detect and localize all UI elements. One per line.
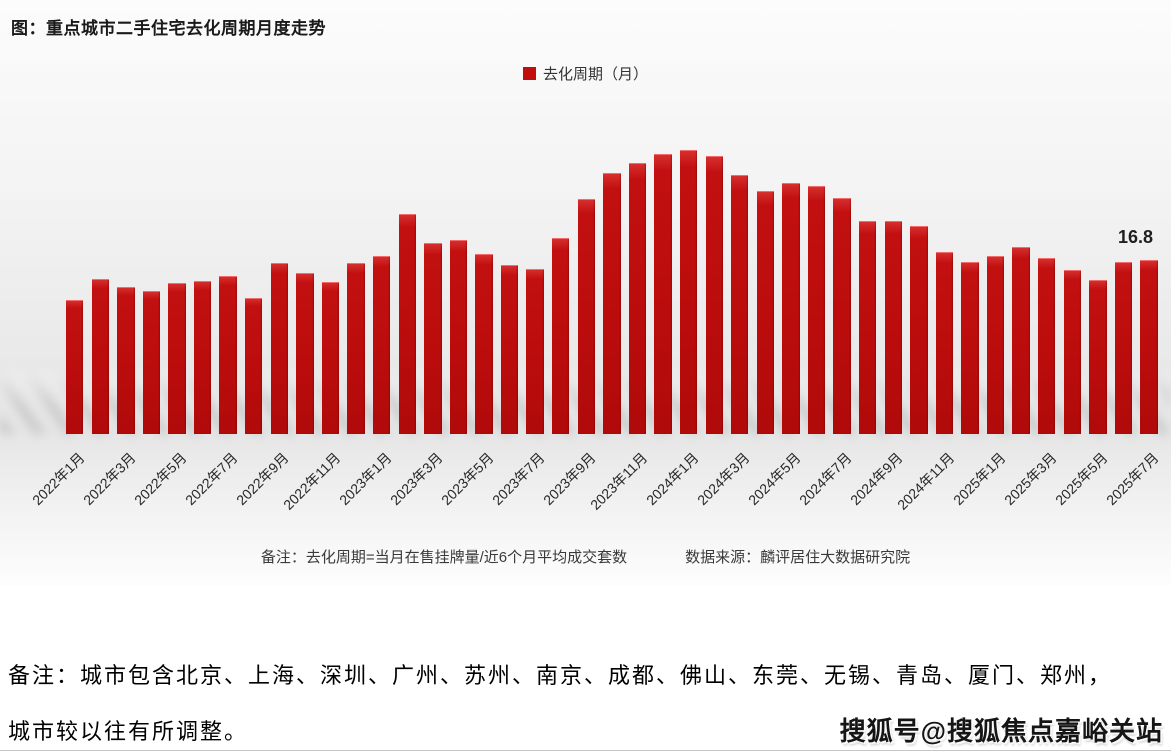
x-axis-label: 2024年5月 xyxy=(745,449,804,509)
last-value-label: 16.8 xyxy=(1118,227,1154,247)
bar-2024年1月 xyxy=(679,150,698,434)
bar-2022年8月 xyxy=(245,298,263,434)
bar-2022年12月 xyxy=(347,263,365,434)
bar-2024年9月 xyxy=(884,220,902,434)
note-definition: 备注：去化周期=当月在售挂牌量/近6个月平均成交套数 xyxy=(260,549,628,566)
bar-2024年8月 xyxy=(859,220,877,434)
bar-2022年2月 xyxy=(91,278,109,434)
x-axis-label: 2023年3月 xyxy=(386,449,446,509)
bar-2024年12月 xyxy=(961,262,979,434)
bar-2022年1月 xyxy=(66,300,84,434)
bar-2025年5月 xyxy=(1089,279,1107,434)
bar-2023年8月 xyxy=(552,238,570,434)
bar-2022年11月 xyxy=(321,281,340,434)
bar-2024年10月 xyxy=(910,225,928,434)
x-axis-label: 2023年7月 xyxy=(489,449,548,509)
bar-2022年10月 xyxy=(296,273,314,434)
chart-panel: 图：重点城市二手住宅去化周期月度走势 去化周期（月） 2022年1月 2022年3… xyxy=(0,0,1171,585)
x-axis-label: 2024年1月 xyxy=(642,449,702,509)
bar-2022年3月 xyxy=(117,286,135,434)
chart-notes: 备注：去化周期=当月在售挂牌量/近6个月平均成交套数 数据来源：麟评居住大数据研… xyxy=(0,546,1171,567)
bar-2024年11月 xyxy=(935,251,954,434)
bar-2022年5月 xyxy=(168,282,186,434)
bar-2023年3月 xyxy=(424,243,442,434)
bar-2024年2月 xyxy=(705,156,723,434)
bar-2025年3月 xyxy=(1038,257,1056,434)
note-source: 数据来源：麟评居住大数据研究院 xyxy=(685,549,911,566)
bar-2025年7月 xyxy=(1140,260,1158,434)
bar-2023年2月 xyxy=(398,214,416,434)
bar-2024年6月 xyxy=(807,186,826,434)
x-axis-label: 2023年5月 xyxy=(438,449,497,509)
chart-title: 图：重点城市二手住宅去化周期月度走势 xyxy=(11,19,326,38)
footnote-line-2: 城市较以往有所调整。 xyxy=(8,719,249,744)
bar-2023年7月 xyxy=(526,269,544,434)
x-axis-label: 2025年5月 xyxy=(1052,449,1111,509)
x-axis-label: 2025年3月 xyxy=(1000,449,1060,509)
bar-2024年3月 xyxy=(731,175,749,434)
bar-2025年4月 xyxy=(1063,270,1082,434)
watermark: 搜狐号@搜狐焦点嘉峪关站 xyxy=(839,716,1163,746)
legend-swatch-icon xyxy=(522,67,536,80)
bar-2022年7月 xyxy=(219,275,237,434)
footnote-line-1: 备注：城市包含北京、上海、深圳、广州、苏州、南京、成都、佛山、东莞、无锡、青岛、… xyxy=(8,663,1113,688)
bar-2023年12月 xyxy=(654,154,672,434)
x-axis-label: 2022年3月 xyxy=(79,449,139,509)
bar-2022年4月 xyxy=(142,291,161,434)
bar-2023年9月 xyxy=(577,198,595,434)
bar-2023年1月 xyxy=(372,255,391,434)
bar-2023年6月 xyxy=(500,265,519,434)
bar-2024年5月 xyxy=(782,183,800,434)
legend-label: 去化周期（月） xyxy=(542,66,648,83)
bar-2023年5月 xyxy=(475,253,493,434)
bar-2025年6月 xyxy=(1114,262,1133,434)
bar-2022年9月 xyxy=(270,263,289,434)
bottom-divider xyxy=(0,750,1171,751)
bar-2023年11月 xyxy=(628,162,647,434)
x-axis-label: 2022年1月 xyxy=(28,449,88,509)
legend: 去化周期（月） xyxy=(0,63,1171,84)
x-axis-label: 2022年5月 xyxy=(131,449,190,509)
bar-2025年2月 xyxy=(1012,246,1030,434)
x-axis-label: 2022年7月 xyxy=(182,449,241,509)
x-axis-label: 2023年1月 xyxy=(335,449,395,509)
x-axis-label: 2025年1月 xyxy=(949,449,1009,509)
bar-2023年4月 xyxy=(449,240,468,434)
x-axis-label: 2025年7月 xyxy=(1103,449,1162,509)
bar-2024年4月 xyxy=(756,190,775,434)
plot-area: 2022年1月 2022年3月 2022年5月 2022年7月 2022年9月 2022年… xyxy=(28,150,1162,513)
bar-2025年1月 xyxy=(986,255,1005,434)
x-axis-label: 2024年7月 xyxy=(796,449,855,509)
bar-2023年10月 xyxy=(603,173,621,434)
x-axis-label: 2024年3月 xyxy=(693,449,753,509)
bar-2022年6月 xyxy=(193,280,212,434)
bar-2024年7月 xyxy=(833,197,851,434)
